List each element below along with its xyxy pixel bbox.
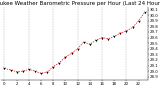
Title: Milwaukee Weather Barometric Pressure per Hour (Last 24 Hours): Milwaukee Weather Barometric Pressure pe… (0, 1, 160, 6)
